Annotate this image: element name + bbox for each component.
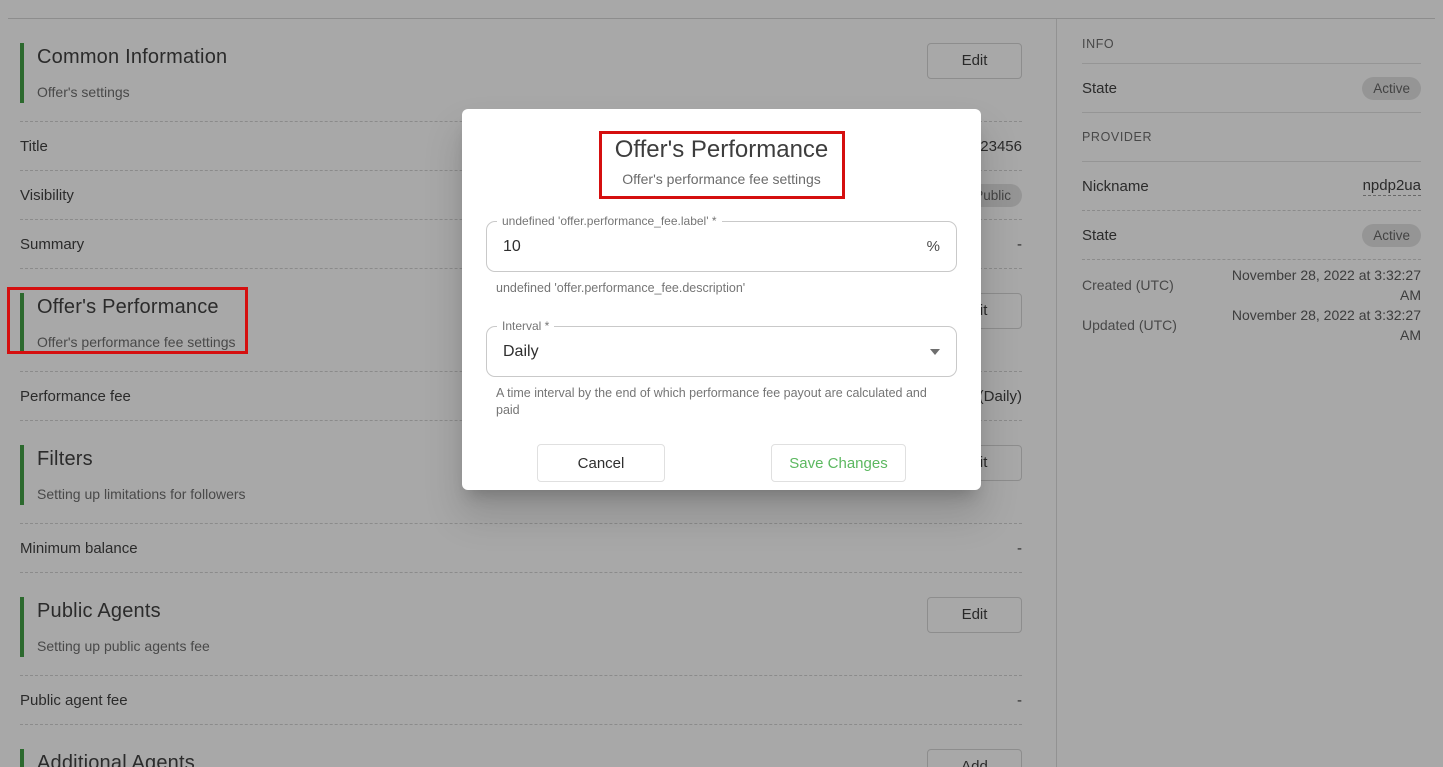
section-head-offers-performance: Offer's Performance Offer's performance …	[20, 293, 236, 353]
row-label: State	[1082, 226, 1118, 244]
row-label: Minimum balance	[20, 539, 138, 557]
sidebar-row-divider	[1082, 210, 1421, 211]
row-performance-fee: Performance fee (Daily)	[20, 372, 1022, 420]
sidebar-row-divider	[1082, 63, 1421, 64]
row-value: -	[1017, 235, 1022, 253]
save-changes-button[interactable]: Save Changes	[771, 444, 906, 482]
row-label: Title	[20, 137, 48, 155]
row-label: Public agent fee	[20, 691, 128, 709]
sidebar-row-updated: Updated (UTC) November 28, 2022 at 3:32:…	[1082, 300, 1421, 343]
row-divider	[20, 675, 1022, 676]
sidebar-row-divider	[1082, 161, 1421, 162]
percent-suffix: %	[926, 238, 940, 255]
sidebar-divider	[1056, 19, 1057, 767]
section-head-additional-agents: Additional Agents	[20, 749, 195, 767]
row-label: Summary	[20, 235, 85, 253]
sidebar-header-info: INFO	[1082, 37, 1115, 51]
row-divider	[20, 523, 1022, 524]
row-summary: Summary -	[20, 220, 1022, 268]
row-label: Updated (UTC)	[1082, 317, 1177, 333]
status-badge: Active	[1362, 76, 1421, 100]
sidebar-row-nickname: Nickname npdp2ua	[1082, 162, 1421, 210]
section-additional-agents: Additional Agents Add	[20, 749, 1022, 767]
info-sidebar: INFO State Active PROVIDER Nickname npdp…	[1057, 19, 1443, 767]
section-head-common: Common Information Offer's settings	[20, 43, 227, 103]
provider-nickname-link[interactable]: npdp2ua	[1362, 176, 1421, 196]
edit-public-agents-button[interactable]: Edit	[927, 597, 1022, 633]
section-head-public-agents: Public Agents Setting up public agents f…	[20, 597, 210, 657]
performance-fee-input[interactable]	[503, 237, 927, 256]
section-title: Common Information	[37, 46, 228, 68]
row-title: Title 23456	[20, 122, 1022, 170]
performance-fee-helper-text: undefined 'offer.performance_fee.descrip…	[496, 281, 746, 295]
row-divider	[20, 724, 1022, 725]
created-timestamp: November 28, 2022 at 3:32:27 AM	[1231, 267, 1421, 303]
section-title: Public Agents	[37, 600, 161, 622]
section-title: Additional Agents	[37, 752, 195, 767]
row-value: (Daily)	[978, 387, 1022, 405]
section-subtitle: Offer's performance fee settings	[37, 334, 236, 350]
interval-select-label: Interval *	[497, 319, 555, 333]
chevron-down-icon	[930, 348, 940, 355]
row-divider	[20, 572, 1022, 573]
section-head-filters: Filters Setting up limitations for follo…	[20, 445, 246, 505]
interval-helper-text: A time interval by the end of which perf…	[496, 386, 927, 417]
sidebar-header-provider: PROVIDER	[1082, 130, 1153, 144]
sidebar-row-created: Created (UTC) November 28, 2022 at 3:32:…	[1082, 260, 1421, 303]
offers-performance-dialog: Offer's Performance Offer's performance …	[462, 109, 981, 490]
row-label: Performance fee	[20, 387, 131, 405]
edit-common-information-button[interactable]: Edit	[927, 43, 1022, 79]
section-title: Filters	[37, 448, 93, 470]
row-value: 23456	[980, 137, 1022, 155]
sidebar-row-state: State Active	[1082, 64, 1421, 112]
section-public-agents: Public Agents Setting up public agents f…	[20, 597, 1022, 657]
section-subtitle: Offer's settings	[37, 84, 130, 100]
cancel-button[interactable]: Cancel	[537, 444, 665, 482]
row-label: Visibility	[20, 186, 74, 204]
row-minimum-balance: Minimum balance -	[20, 524, 1022, 572]
status-badge: Active	[1362, 223, 1421, 247]
dialog-actions: Cancel Save Changes	[486, 444, 957, 482]
row-value: -	[1017, 539, 1022, 557]
add-additional-agent-button[interactable]: Add	[927, 749, 1022, 767]
sidebar-row-provider-state: State Active	[1082, 211, 1421, 259]
section-common-information: Common Information Offer's settings Edit	[20, 43, 1022, 103]
performance-fee-field[interactable]: undefined 'offer.performance_fee.label' …	[486, 214, 957, 272]
row-value: -	[1017, 691, 1022, 709]
sidebar-row-divider	[1082, 112, 1421, 113]
dialog-title: Offer's Performance	[614, 136, 829, 163]
updated-timestamp: November 28, 2022 at 3:32:27 AM	[1231, 307, 1421, 343]
sidebar-row-divider	[1082, 259, 1421, 260]
row-label: State	[1082, 79, 1118, 97]
top-divider	[8, 18, 1435, 19]
section-subtitle: Setting up public agents fee	[37, 638, 210, 654]
row-label: Nickname	[1082, 177, 1149, 195]
interval-select[interactable]: Interval * Daily	[486, 319, 957, 377]
dialog-subtitle: Offer's performance fee settings	[622, 171, 821, 187]
row-public-agent-fee: Public agent fee -	[20, 676, 1022, 724]
section-title: Offer's Performance	[37, 296, 219, 318]
interval-selected-value: Daily	[503, 342, 539, 360]
section-subtitle: Setting up limitations for followers	[37, 486, 246, 502]
row-label: Created (UTC)	[1082, 277, 1174, 293]
performance-fee-field-label: undefined 'offer.performance_fee.label' …	[497, 214, 722, 228]
